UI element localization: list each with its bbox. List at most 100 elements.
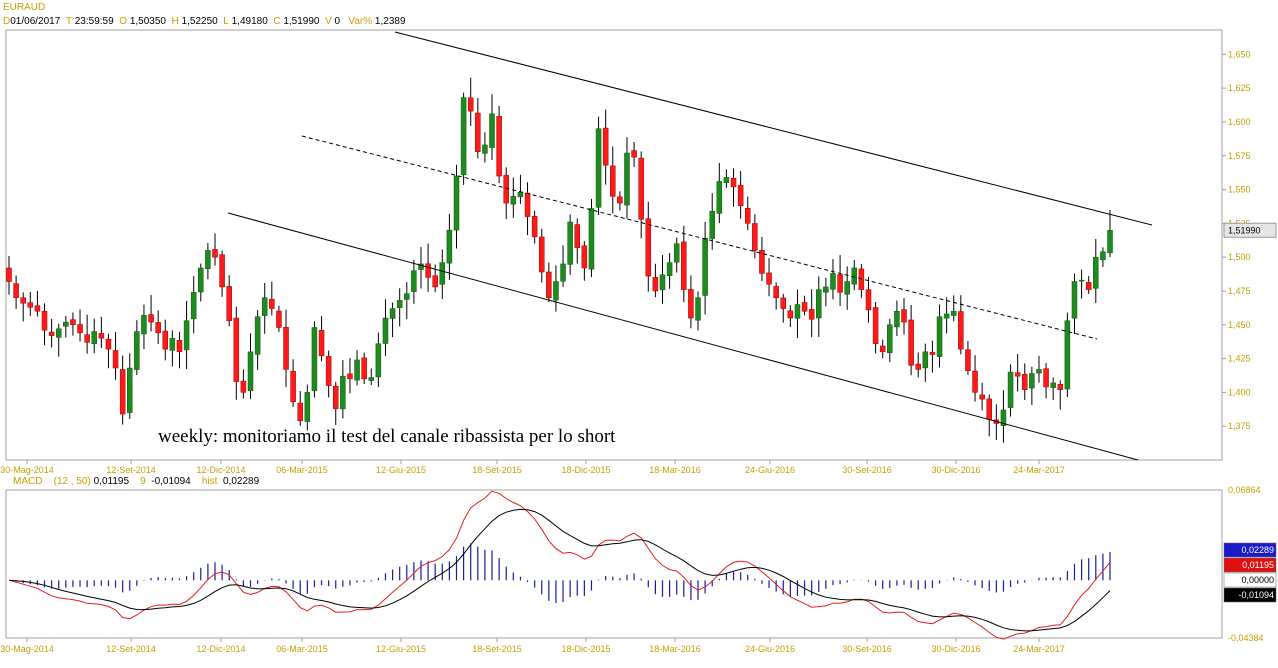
candle-body xyxy=(1043,368,1049,388)
y-tick-label: 1,575 xyxy=(1228,151,1251,161)
candle-body xyxy=(404,293,410,300)
channel-upper-line xyxy=(394,31,1153,226)
candle-body xyxy=(283,327,289,370)
candle-body xyxy=(688,289,694,319)
x-tick-label: 18-Dic-2015 xyxy=(561,465,610,475)
candle-body xyxy=(794,304,801,319)
candle-body xyxy=(879,345,886,353)
channel-mid-line xyxy=(301,135,1098,340)
candle-body xyxy=(63,321,69,327)
volume-value: 0 xyxy=(334,16,341,27)
macd-readout: MACD (12 , 50) 0,01195 9 -0,01094 hist 0… xyxy=(3,476,259,487)
candle-body xyxy=(808,309,815,320)
candle-body xyxy=(219,254,225,288)
candle-body xyxy=(652,277,659,292)
open-key: O xyxy=(119,16,128,27)
candle-body xyxy=(453,175,460,231)
candle-body xyxy=(844,281,850,295)
candle-body xyxy=(787,310,794,319)
candle-body xyxy=(396,300,403,308)
candle-body xyxy=(489,113,495,148)
macd-tag-label: 0,00000 xyxy=(1241,575,1274,585)
candle-body xyxy=(744,207,751,224)
candle-body xyxy=(595,128,602,208)
x-tick-label: 24-Mar-2017 xyxy=(1013,465,1065,475)
macd-x-tick-label: 30-Dic-2016 xyxy=(931,644,980,654)
candle-body xyxy=(148,314,154,323)
candle-body xyxy=(517,192,524,198)
candle-body xyxy=(538,236,545,273)
candle-body xyxy=(70,319,76,326)
macd-x-tick-label: 06-Mar-2015 xyxy=(276,644,328,654)
candle-body xyxy=(894,311,900,328)
candle-body xyxy=(205,250,211,270)
volume-key: V xyxy=(325,16,332,27)
candle-body xyxy=(816,289,822,319)
macd-x-tick-label: 30-Set-2016 xyxy=(842,644,892,654)
candle-body xyxy=(950,311,957,316)
close-value: 1,51990 xyxy=(283,16,320,27)
candle-body xyxy=(134,331,140,370)
candle-body xyxy=(112,350,119,369)
macd-x-tick-label: 18-Set-2015 xyxy=(472,644,522,654)
x-tick-label: 24-Giu-2016 xyxy=(745,465,795,475)
candle-body xyxy=(915,363,921,370)
var-key: Var% xyxy=(348,16,373,27)
candle-body xyxy=(27,302,34,308)
candle-body xyxy=(908,319,914,366)
candle-body xyxy=(567,221,573,265)
y-tick-label: 1,425 xyxy=(1228,354,1251,364)
macd-x-tick-label: 12-Set-2014 xyxy=(106,644,156,654)
y-tick-label: 1,375 xyxy=(1228,421,1251,431)
high-key: H xyxy=(171,16,179,27)
candle-body xyxy=(318,329,325,357)
macd-value-tag xyxy=(1223,572,1277,588)
candle-body xyxy=(922,351,929,369)
candle-body xyxy=(610,165,616,197)
high-value: 1,52250 xyxy=(181,16,218,27)
last-price-tag xyxy=(1223,222,1277,238)
open-value: 1,50350 xyxy=(129,16,166,27)
candle-body xyxy=(254,316,261,355)
candle-body xyxy=(41,311,48,331)
candle-body xyxy=(1014,372,1021,377)
macd-tag-label: 0,02289 xyxy=(1241,545,1274,555)
channel-lower-line xyxy=(227,212,1139,461)
candle-body xyxy=(55,328,62,338)
candle-body xyxy=(91,331,97,345)
macd-line xyxy=(8,490,1111,640)
macd-params: (12 , 50) xyxy=(53,476,91,487)
macd-y-tick-label: -0,04384 xyxy=(1228,633,1264,643)
candle-body xyxy=(1071,281,1078,319)
candle-body xyxy=(311,327,318,392)
candle-body xyxy=(801,302,808,312)
candle-body xyxy=(389,308,396,319)
close-key: C xyxy=(273,16,281,27)
candle-body xyxy=(176,340,183,353)
x-tick-label: 30-Mag-2014 xyxy=(0,465,54,475)
candle-body xyxy=(233,317,240,382)
candle-body xyxy=(574,224,581,248)
candle-body xyxy=(496,116,502,177)
macd-panel: 0,068640,00000-0,043840,022890,011950,00… xyxy=(0,485,1277,654)
candle-body xyxy=(560,263,566,282)
candle-body xyxy=(34,305,41,312)
candle-body xyxy=(127,367,133,413)
x-tick-label: 12-Set-2014 xyxy=(106,465,156,475)
y-tick-label: 1,625 xyxy=(1228,83,1251,93)
candle-body xyxy=(695,297,701,321)
candle-body xyxy=(752,223,758,251)
date-value: 01/06/2017 xyxy=(10,16,61,27)
macd-value-tag xyxy=(1223,587,1277,603)
candle-body xyxy=(368,377,375,381)
candle-body xyxy=(943,313,950,319)
candle-body xyxy=(269,298,275,309)
y-tick-label: 1,450 xyxy=(1228,320,1251,330)
candle-body xyxy=(276,310,282,328)
candle-body xyxy=(84,334,90,343)
low-key: L xyxy=(223,16,229,27)
candle-body xyxy=(77,324,83,334)
macd-x-tick-label: 18-Dic-2015 xyxy=(561,644,610,654)
signal-value: -0,01094 xyxy=(151,476,191,487)
candle-body xyxy=(766,272,772,285)
